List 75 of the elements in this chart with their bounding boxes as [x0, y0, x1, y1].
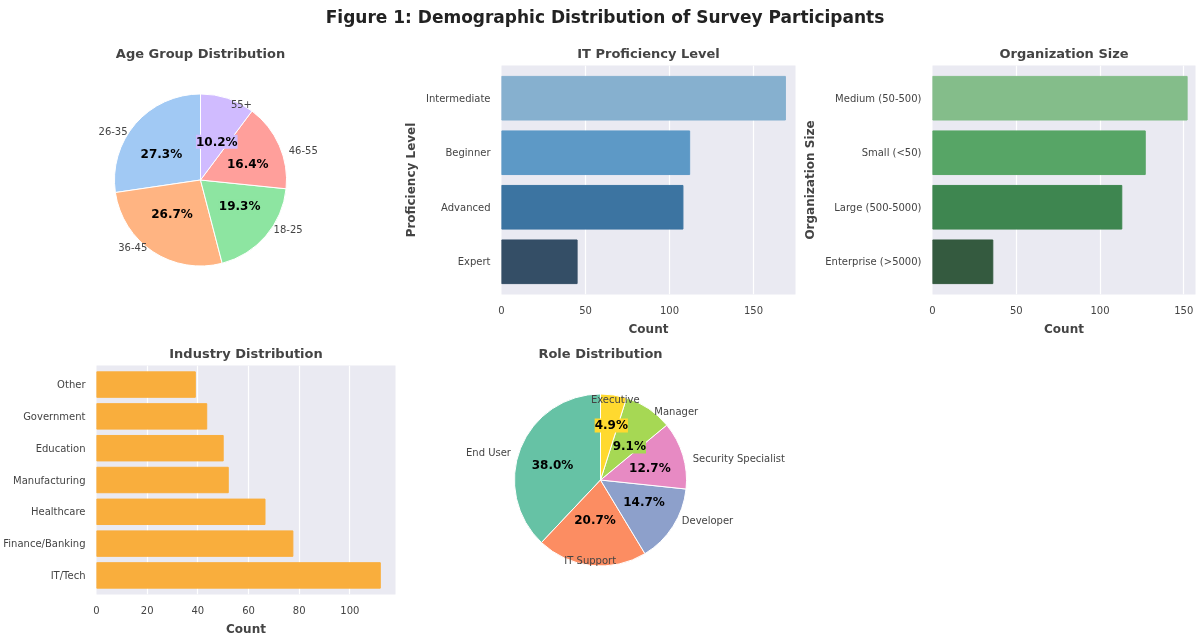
y-tick-label: Intermediate — [425, 92, 491, 104]
bar — [96, 434, 224, 462]
bar — [96, 562, 381, 589]
data-label: 20.7% — [574, 513, 616, 528]
slice-label: Manager — [654, 406, 700, 418]
y-axis-title: Organization Size — [803, 120, 818, 240]
bar — [96, 403, 208, 430]
y-tick-label: Advanced — [441, 201, 491, 213]
data-label: 27.3% — [140, 146, 183, 161]
x-tick-label: 50 — [1009, 304, 1023, 316]
x-tick-label: 100 — [659, 304, 680, 316]
data-label: 16.4% — [226, 156, 269, 171]
x-tick-label: 100 — [1090, 304, 1110, 316]
y-tick-label: IT/Tech — [50, 569, 86, 581]
slice-label: End User — [465, 446, 512, 458]
chart-title: Organization Size — [999, 45, 1129, 61]
data-label: 12.7% — [629, 461, 671, 476]
bar — [501, 239, 578, 285]
slice-label: 55+ — [230, 99, 252, 111]
slice-label: Developer — [681, 514, 735, 526]
x-tick-label: 0 — [498, 304, 505, 316]
x-tick-label: 150 — [743, 304, 764, 316]
y-tick-label: Large (500-5000) — [834, 201, 922, 213]
chart-title: Role Distribution — [538, 345, 663, 361]
x-tick-label: 0 — [929, 304, 936, 316]
data-label: 9.1% — [612, 439, 646, 454]
bar — [96, 498, 266, 526]
x-axis-title: Count — [628, 321, 669, 336]
x-axis-title: Count — [1044, 321, 1085, 336]
bar — [932, 130, 1146, 176]
bar — [96, 530, 294, 557]
bar — [501, 130, 691, 176]
slice-label: 46-55 — [288, 144, 318, 156]
bar — [932, 75, 1188, 121]
text: Figure 1: Demographic Distribution of Survey Participants — [325, 6, 885, 29]
x-tick-label: 100 — [340, 604, 360, 616]
chart-title: Industry Distribution — [169, 345, 323, 361]
x-tick-label: 0 — [93, 604, 100, 616]
x-axis-title: Count — [226, 621, 267, 636]
y-tick-label: Manufacturing — [13, 474, 86, 486]
y-tick-label: Small (<50) — [861, 147, 922, 159]
slice-label: Security Specialist — [692, 452, 785, 464]
y-tick-label: Finance/Banking — [3, 538, 86, 550]
y-tick-label: Government — [23, 410, 86, 422]
bar — [96, 371, 196, 398]
y-tick-label: Expert — [457, 256, 491, 268]
slice-label: 18-25 — [273, 224, 303, 236]
data-label: 26.7% — [151, 206, 193, 221]
x-tick-label: 150 — [1174, 304, 1194, 316]
x-tick-label: 50 — [579, 304, 592, 316]
data-label: 4.9% — [594, 418, 628, 433]
x-tick-label: 80 — [292, 604, 306, 616]
data-label: 38.0% — [531, 458, 574, 473]
y-tick-label: Medium (50-500) — [835, 92, 922, 104]
y-tick-label: Enterprise (>5000) — [825, 256, 922, 268]
y-tick-label: Beginner — [445, 147, 492, 159]
x-tick-label: 40 — [191, 604, 205, 616]
bar — [932, 184, 1123, 230]
data-label: 10.2% — [195, 134, 238, 149]
y-axis-title: Proficiency Level — [403, 122, 418, 238]
data-label: 19.3% — [218, 199, 261, 214]
chart-title: IT Proficiency Level — [577, 45, 720, 61]
slice-label: 36-45 — [118, 241, 148, 253]
bar — [932, 239, 994, 285]
chart-title: Age Group Distribution — [115, 45, 286, 61]
bar — [501, 184, 684, 230]
x-tick-label: 20 — [140, 604, 154, 616]
x-tick-label: 60 — [242, 604, 255, 616]
slice-label: 26-35 — [98, 125, 128, 137]
data-label: 14.7% — [623, 494, 665, 509]
y-tick-label: Healthcare — [30, 506, 86, 518]
y-tick-label: Education — [35, 442, 86, 454]
y-tick-label: Other — [57, 379, 87, 391]
bar — [501, 75, 786, 121]
bar — [96, 466, 229, 494]
